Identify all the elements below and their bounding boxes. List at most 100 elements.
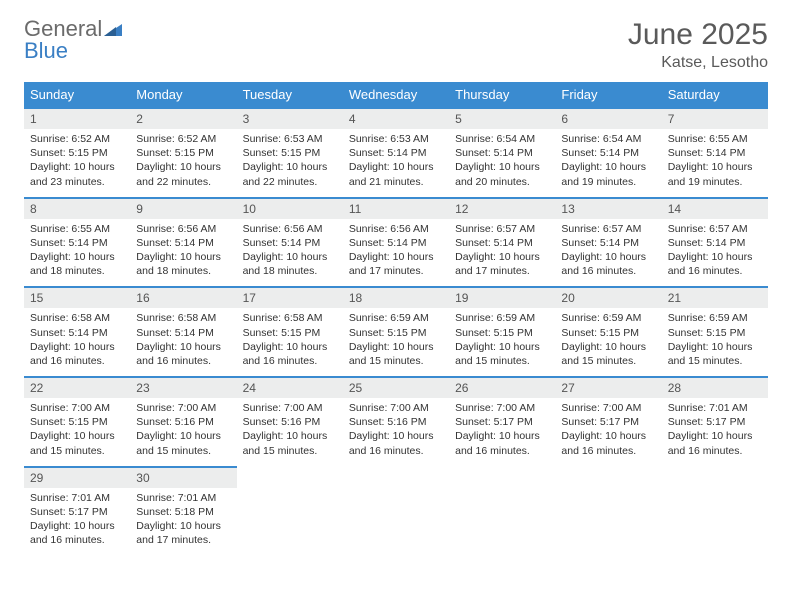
daylight-line: Daylight: 10 hours and 15 minutes. xyxy=(561,340,655,368)
sunrise-line: Sunrise: 6:56 AM xyxy=(243,222,337,236)
day-cell: 2Sunrise: 6:52 AMSunset: 5:15 PMDaylight… xyxy=(130,108,236,198)
daylight-line: Daylight: 10 hours and 19 minutes. xyxy=(561,160,655,188)
day-number: 22 xyxy=(24,378,130,398)
sunset-line: Sunset: 5:14 PM xyxy=(455,146,549,160)
day-cell: 23Sunrise: 7:00 AMSunset: 5:16 PMDayligh… xyxy=(130,377,236,467)
day-cell: 21Sunrise: 6:59 AMSunset: 5:15 PMDayligh… xyxy=(662,287,768,377)
day-body: Sunrise: 6:59 AMSunset: 5:15 PMDaylight:… xyxy=(555,308,661,376)
week-row: 29Sunrise: 7:01 AMSunset: 5:17 PMDayligh… xyxy=(24,467,768,556)
day-number: 30 xyxy=(130,468,236,488)
dow-sunday: Sunday xyxy=(24,82,130,108)
sunset-line: Sunset: 5:16 PM xyxy=(243,415,337,429)
sunrise-line: Sunrise: 6:56 AM xyxy=(136,222,230,236)
sunset-line: Sunset: 5:17 PM xyxy=(561,415,655,429)
day-number: 20 xyxy=(555,288,661,308)
day-body: Sunrise: 6:59 AMSunset: 5:15 PMDaylight:… xyxy=(662,308,768,376)
day-number: 28 xyxy=(662,378,768,398)
sunrise-line: Sunrise: 6:52 AM xyxy=(30,132,124,146)
day-body: Sunrise: 7:00 AMSunset: 5:16 PMDaylight:… xyxy=(343,398,449,466)
sunset-line: Sunset: 5:15 PM xyxy=(349,326,443,340)
day-number: 23 xyxy=(130,378,236,398)
day-cell: 25Sunrise: 7:00 AMSunset: 5:16 PMDayligh… xyxy=(343,377,449,467)
sunrise-line: Sunrise: 6:57 AM xyxy=(455,222,549,236)
daylight-line: Daylight: 10 hours and 16 minutes. xyxy=(30,340,124,368)
day-number: 26 xyxy=(449,378,555,398)
day-cell: 29Sunrise: 7:01 AMSunset: 5:17 PMDayligh… xyxy=(24,467,130,556)
daylight-line: Daylight: 10 hours and 16 minutes. xyxy=(668,250,762,278)
day-cell: . xyxy=(343,467,449,556)
day-body: Sunrise: 6:56 AMSunset: 5:14 PMDaylight:… xyxy=(130,219,236,287)
day-number: 14 xyxy=(662,199,768,219)
day-body: Sunrise: 6:57 AMSunset: 5:14 PMDaylight:… xyxy=(662,219,768,287)
daylight-line: Daylight: 10 hours and 16 minutes. xyxy=(349,429,443,457)
day-body: Sunrise: 7:00 AMSunset: 5:16 PMDaylight:… xyxy=(237,398,343,466)
daylight-line: Daylight: 10 hours and 23 minutes. xyxy=(30,160,124,188)
day-cell: 27Sunrise: 7:00 AMSunset: 5:17 PMDayligh… xyxy=(555,377,661,467)
day-cell: 8Sunrise: 6:55 AMSunset: 5:14 PMDaylight… xyxy=(24,198,130,288)
day-number: 29 xyxy=(24,468,130,488)
day-body: Sunrise: 6:57 AMSunset: 5:14 PMDaylight:… xyxy=(555,219,661,287)
daylight-line: Daylight: 10 hours and 22 minutes. xyxy=(243,160,337,188)
day-number: 18 xyxy=(343,288,449,308)
day-cell: . xyxy=(237,467,343,556)
daylight-line: Daylight: 10 hours and 16 minutes. xyxy=(455,429,549,457)
sunset-line: Sunset: 5:14 PM xyxy=(30,236,124,250)
dow-thursday: Thursday xyxy=(449,82,555,108)
day-number: 17 xyxy=(237,288,343,308)
day-body: Sunrise: 6:59 AMSunset: 5:15 PMDaylight:… xyxy=(449,308,555,376)
sunrise-line: Sunrise: 6:59 AM xyxy=(668,311,762,325)
day-body: Sunrise: 6:53 AMSunset: 5:14 PMDaylight:… xyxy=(343,129,449,197)
daylight-line: Daylight: 10 hours and 16 minutes. xyxy=(668,429,762,457)
sunrise-line: Sunrise: 6:58 AM xyxy=(136,311,230,325)
day-body: Sunrise: 6:54 AMSunset: 5:14 PMDaylight:… xyxy=(449,129,555,197)
day-cell: 16Sunrise: 6:58 AMSunset: 5:14 PMDayligh… xyxy=(130,287,236,377)
day-number: 7 xyxy=(662,109,768,129)
sunrise-line: Sunrise: 6:52 AM xyxy=(136,132,230,146)
day-number: 19 xyxy=(449,288,555,308)
sunrise-line: Sunrise: 6:58 AM xyxy=(243,311,337,325)
day-cell: 20Sunrise: 6:59 AMSunset: 5:15 PMDayligh… xyxy=(555,287,661,377)
day-cell: 4Sunrise: 6:53 AMSunset: 5:14 PMDaylight… xyxy=(343,108,449,198)
sunset-line: Sunset: 5:14 PM xyxy=(349,236,443,250)
day-number: 12 xyxy=(449,199,555,219)
sunrise-line: Sunrise: 6:59 AM xyxy=(455,311,549,325)
sunset-line: Sunset: 5:15 PM xyxy=(455,326,549,340)
daylight-line: Daylight: 10 hours and 16 minutes. xyxy=(243,340,337,368)
sunset-line: Sunset: 5:15 PM xyxy=(30,146,124,160)
day-number: 10 xyxy=(237,199,343,219)
day-number: 13 xyxy=(555,199,661,219)
sunrise-line: Sunrise: 7:00 AM xyxy=(136,401,230,415)
day-body: Sunrise: 6:55 AMSunset: 5:14 PMDaylight:… xyxy=(662,129,768,197)
sunrise-line: Sunrise: 7:01 AM xyxy=(668,401,762,415)
title-block: June 2025 Katse, Lesotho xyxy=(628,18,768,72)
daylight-line: Daylight: 10 hours and 15 minutes. xyxy=(243,429,337,457)
sunset-line: Sunset: 5:14 PM xyxy=(136,236,230,250)
week-row: 8Sunrise: 6:55 AMSunset: 5:14 PMDaylight… xyxy=(24,198,768,288)
sunset-line: Sunset: 5:14 PM xyxy=(455,236,549,250)
sunrise-line: Sunrise: 7:00 AM xyxy=(349,401,443,415)
day-cell: 26Sunrise: 7:00 AMSunset: 5:17 PMDayligh… xyxy=(449,377,555,467)
daylight-line: Daylight: 10 hours and 20 minutes. xyxy=(455,160,549,188)
dow-saturday: Saturday xyxy=(662,82,768,108)
day-body: Sunrise: 6:52 AMSunset: 5:15 PMDaylight:… xyxy=(24,129,130,197)
day-number: 1 xyxy=(24,109,130,129)
day-body: Sunrise: 7:01 AMSunset: 5:17 PMDaylight:… xyxy=(662,398,768,466)
week-row: 15Sunrise: 6:58 AMSunset: 5:14 PMDayligh… xyxy=(24,287,768,377)
day-number: 2 xyxy=(130,109,236,129)
day-number: 4 xyxy=(343,109,449,129)
sunrise-line: Sunrise: 7:00 AM xyxy=(561,401,655,415)
daylight-line: Daylight: 10 hours and 18 minutes. xyxy=(136,250,230,278)
calendar-table: Sunday Monday Tuesday Wednesday Thursday… xyxy=(24,82,768,555)
daylight-line: Daylight: 10 hours and 17 minutes. xyxy=(349,250,443,278)
day-body: Sunrise: 6:56 AMSunset: 5:14 PMDaylight:… xyxy=(237,219,343,287)
sunset-line: Sunset: 5:14 PM xyxy=(561,146,655,160)
daylight-line: Daylight: 10 hours and 16 minutes. xyxy=(561,429,655,457)
sunset-line: Sunset: 5:16 PM xyxy=(349,415,443,429)
day-body: Sunrise: 6:58 AMSunset: 5:14 PMDaylight:… xyxy=(24,308,130,376)
day-cell: 14Sunrise: 6:57 AMSunset: 5:14 PMDayligh… xyxy=(662,198,768,288)
daylight-line: Daylight: 10 hours and 16 minutes. xyxy=(136,340,230,368)
day-cell: 10Sunrise: 6:56 AMSunset: 5:14 PMDayligh… xyxy=(237,198,343,288)
day-body: Sunrise: 6:54 AMSunset: 5:14 PMDaylight:… xyxy=(555,129,661,197)
sunset-line: Sunset: 5:15 PM xyxy=(243,146,337,160)
day-body: Sunrise: 6:58 AMSunset: 5:15 PMDaylight:… xyxy=(237,308,343,376)
